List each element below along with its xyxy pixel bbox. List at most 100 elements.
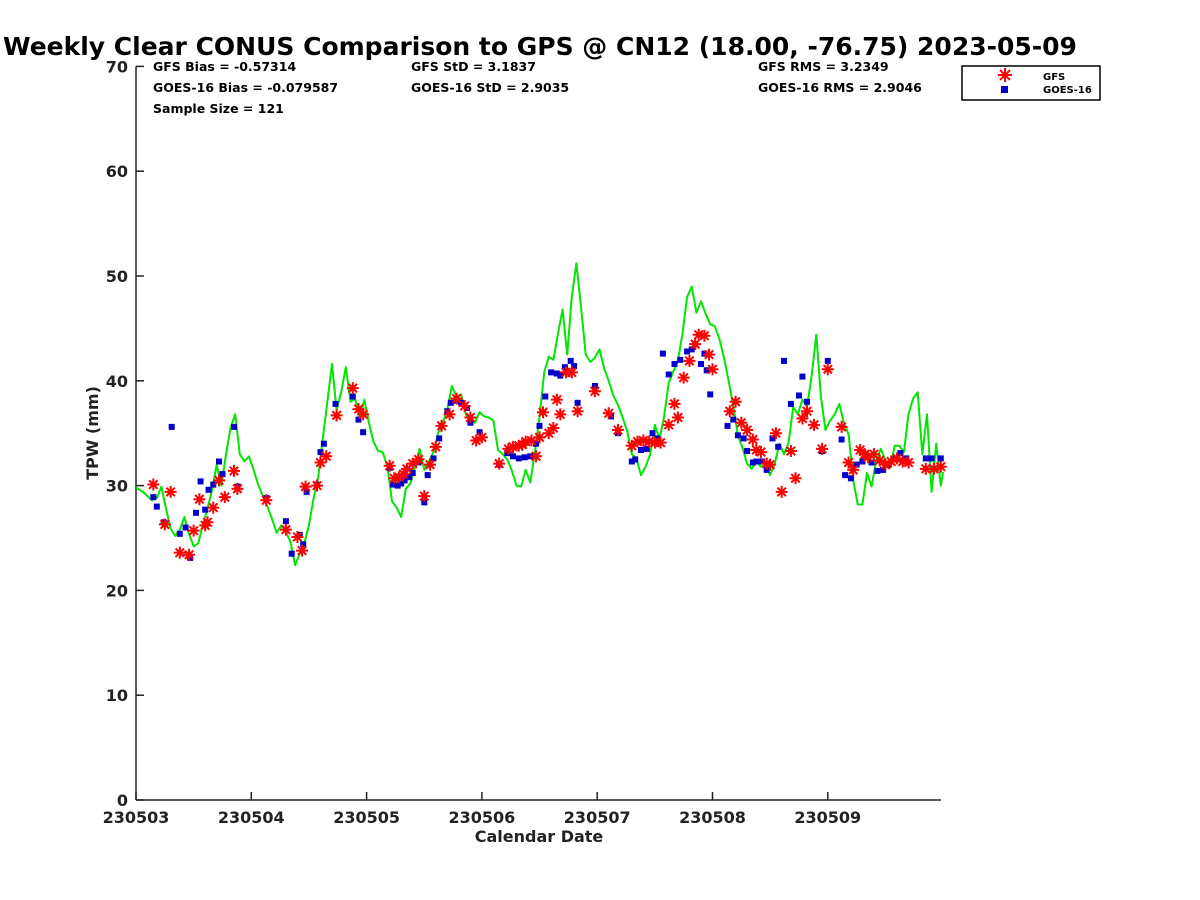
goes-point (303, 488, 310, 495)
goes-point (320, 440, 327, 447)
goes-point (937, 455, 944, 462)
goes-point (536, 422, 543, 429)
goes-point (571, 363, 578, 370)
goes-point (561, 364, 568, 371)
gfs-point (320, 450, 333, 463)
goes-point (749, 459, 756, 466)
goes-point (922, 455, 929, 462)
gfs-point (412, 453, 425, 466)
gfs-point (201, 516, 214, 529)
goes-point (430, 455, 437, 462)
gfs-point (525, 434, 538, 447)
gfs-point (443, 408, 456, 421)
goes-point (824, 357, 831, 364)
goes-point (703, 367, 710, 374)
gfs-point (890, 452, 903, 465)
goes-point (288, 550, 295, 557)
gfs-point (611, 424, 624, 437)
gfs-point (502, 442, 515, 455)
goes-point (504, 450, 511, 457)
goes-point (775, 443, 782, 450)
gfs-point (147, 478, 160, 491)
goes-point (521, 454, 528, 461)
goes-point (659, 350, 666, 357)
goes-point (781, 357, 787, 364)
gfs-point (735, 416, 748, 429)
goes-point (205, 486, 212, 493)
gfs-point (927, 462, 940, 475)
x-tick-label: 230509 (794, 808, 861, 827)
gfs-point (668, 397, 681, 410)
gfs-bias-stat: GFS Bias = -0.57314 (153, 59, 296, 74)
goes-point (421, 499, 428, 506)
gfs-point (801, 405, 814, 418)
gfs-point (429, 440, 442, 453)
goes-point (542, 393, 549, 400)
gfs-point (542, 427, 555, 440)
gfs-point (458, 399, 471, 412)
x-tick-label: 230507 (564, 808, 631, 827)
goes-point (394, 482, 401, 489)
goes-point (182, 524, 189, 531)
goes-point (515, 455, 522, 462)
goes-point (874, 467, 881, 474)
goes-point (231, 423, 237, 430)
gfs-point (746, 433, 759, 446)
gfs-point (729, 395, 742, 408)
goes-point (567, 357, 574, 364)
gfs-point (919, 462, 932, 475)
gfs-point (314, 456, 327, 469)
goes-point (219, 471, 226, 478)
gfs-point (397, 468, 410, 481)
goes-point (406, 474, 413, 481)
gfs-point (602, 407, 615, 420)
goes-point (202, 506, 209, 513)
goes-point (409, 470, 416, 476)
goes-point (193, 509, 199, 516)
goes-point (734, 432, 741, 439)
gfs-point (885, 455, 898, 468)
goes-point (928, 455, 935, 462)
gfs-point (816, 442, 829, 455)
gfs-point (835, 420, 848, 433)
goes-point (150, 494, 157, 501)
gfs-point (867, 448, 880, 461)
goes-point (398, 480, 405, 487)
gfs-rms-stat: GFS RMS = 3.2349 (758, 59, 889, 74)
goes-point (153, 503, 160, 510)
gfs-point (450, 392, 463, 405)
x-tick-label: 230504 (218, 808, 285, 827)
legend-gfs-label: GFS (1043, 72, 1065, 83)
gfs-point (764, 458, 777, 471)
gfs-point (677, 371, 690, 384)
y-tick-label: 70 (106, 57, 128, 76)
gfs-point (847, 463, 860, 476)
gfs-point (187, 524, 200, 537)
y-tick-label: 10 (106, 686, 128, 705)
goes-point (763, 466, 770, 473)
goes-point (390, 481, 397, 488)
x-tick-label: 230503 (103, 808, 170, 827)
goes-point (349, 393, 356, 400)
gfs-point (383, 459, 396, 472)
gfs-point (435, 419, 448, 432)
gfs-point (330, 409, 343, 422)
gfs-point (537, 406, 550, 419)
goes-std-stat: GOES-16 StD = 2.9035 (411, 80, 569, 95)
gfs-point (530, 450, 543, 463)
gfs-point (662, 418, 675, 431)
legend-box (961, 65, 1101, 101)
goes-point (510, 453, 516, 460)
gfs-point (821, 363, 834, 376)
goes-point (401, 477, 408, 484)
goes-point (804, 398, 810, 405)
goes-point (787, 400, 794, 407)
goes-point (332, 400, 339, 407)
goes-point (210, 481, 217, 488)
gfs-point (406, 457, 419, 470)
goes-point (724, 422, 731, 429)
gfs-point (789, 472, 802, 485)
gfs-point (533, 431, 546, 444)
y-tick-label: 50 (106, 267, 128, 286)
gfs-series (147, 328, 947, 561)
